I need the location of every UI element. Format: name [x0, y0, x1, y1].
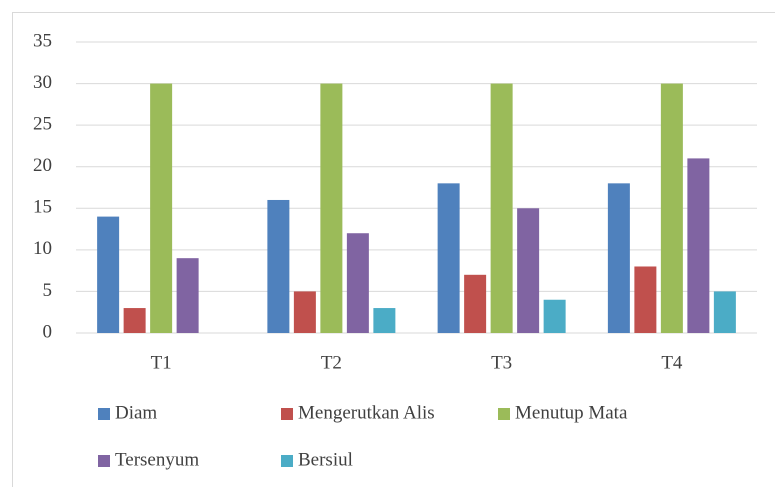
bar [373, 308, 396, 333]
legend-label: Menutup Mata [515, 402, 628, 423]
legend-swatch [98, 455, 110, 467]
bar [490, 83, 513, 333]
bar [293, 291, 316, 333]
x-tick-label: T1 [151, 352, 172, 373]
bar [320, 83, 343, 333]
bar [123, 308, 146, 333]
bar [346, 233, 369, 333]
y-tick-label: 35 [33, 30, 52, 51]
bar [464, 274, 487, 333]
legend-swatch [98, 408, 110, 420]
bar [607, 183, 630, 333]
y-tick-label: 0 [43, 321, 53, 342]
bar [543, 299, 566, 333]
bar [517, 208, 540, 333]
bar [660, 83, 683, 333]
bar [634, 266, 657, 333]
legend-swatch [281, 408, 293, 420]
bar [437, 183, 460, 333]
legend-swatch [281, 455, 293, 467]
bar [176, 258, 199, 333]
legend-label: Mengerutkan Alis [298, 402, 435, 423]
bar [687, 158, 710, 333]
legend-label: Diam [115, 402, 157, 423]
x-tick-label: T2 [321, 352, 342, 373]
bar [150, 83, 173, 333]
legend-swatch [498, 408, 510, 420]
bar [713, 291, 736, 333]
bar [97, 216, 120, 333]
y-tick-label: 20 [33, 155, 52, 176]
y-tick-label: 25 [33, 114, 52, 135]
x-tick-label: T4 [661, 352, 683, 373]
y-tick-label: 30 [33, 72, 52, 93]
x-tick-label: T3 [491, 352, 512, 373]
bar [267, 199, 290, 333]
legend-label: Tersenyum [115, 449, 199, 470]
y-tick-label: 15 [33, 197, 52, 218]
legend-label: Bersiul [298, 449, 353, 470]
y-tick-label: 5 [43, 280, 53, 301]
y-tick-label: 10 [33, 238, 52, 259]
